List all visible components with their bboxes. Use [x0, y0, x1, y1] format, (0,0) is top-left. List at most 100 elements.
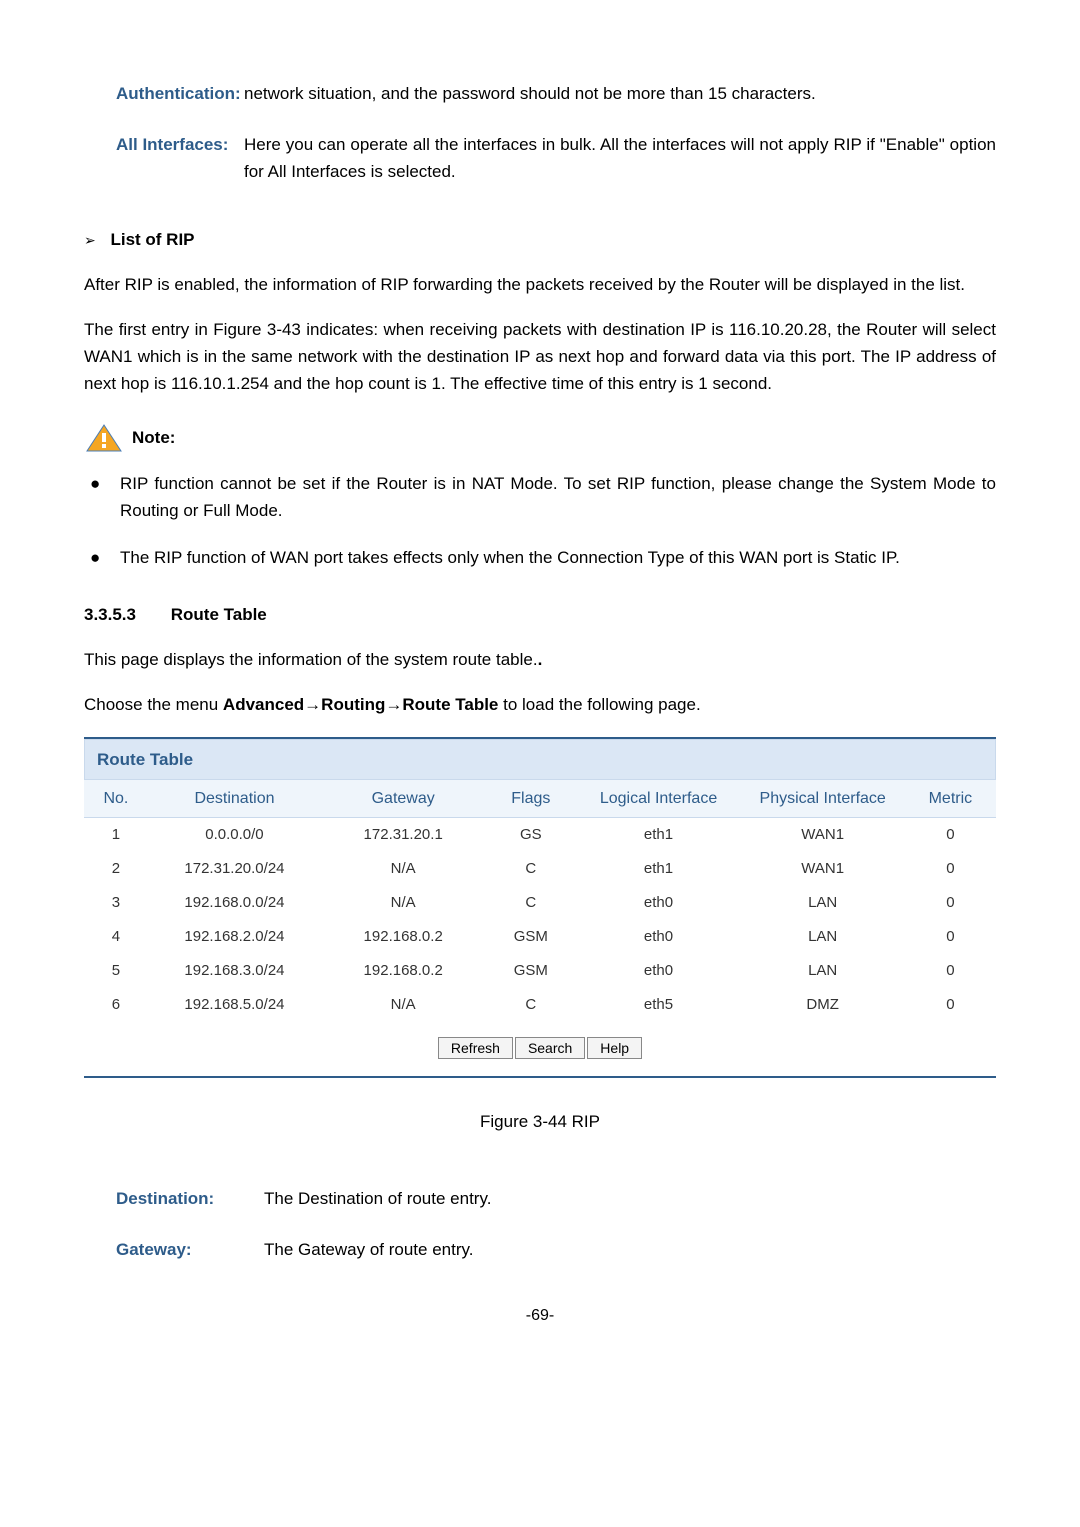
table-cell: GS — [485, 818, 576, 853]
def-auth-label: Authentication: — [84, 80, 244, 107]
def-gw-text: The Gateway of route entry. — [264, 1236, 996, 1263]
table-cell: 4 — [84, 920, 148, 954]
table-cell: eth0 — [576, 920, 740, 954]
table-cell: 0 — [905, 954, 996, 988]
table-cell: 3 — [84, 886, 148, 920]
table-cell: LAN — [741, 920, 905, 954]
table-cell: 6 — [84, 988, 148, 1022]
table-cell: C — [485, 886, 576, 920]
table-header-cell: Physical Interface — [741, 779, 905, 818]
table-cell: 192.168.0.0/24 — [148, 886, 321, 920]
table-cell: 0 — [905, 886, 996, 920]
table-header-cell: Flags — [485, 779, 576, 818]
help-button[interactable]: Help — [587, 1037, 642, 1059]
table-cell: 5 — [84, 954, 148, 988]
section-list-rip: ➢ List of RIP — [84, 226, 996, 253]
table-row: 5192.168.3.0/24192.168.0.2GSMeth0LAN0 — [84, 954, 996, 988]
para-route-menu: Choose the menu Advanced→Routing→Route T… — [84, 691, 996, 718]
table-cell: 192.168.3.0/24 — [148, 954, 321, 988]
route-table: No.DestinationGatewayFlagsLogical Interf… — [84, 779, 996, 1023]
table-cell: eth1 — [576, 852, 740, 886]
def-all-interfaces: All Interfaces: Here you can operate all… — [84, 131, 996, 185]
table-header-cell: No. — [84, 779, 148, 818]
table-cell: C — [485, 852, 576, 886]
route-table-buttons: RefreshSearchHelp — [84, 1022, 996, 1077]
note-label: Note: — [132, 424, 175, 451]
para4-bold: Advanced→Routing→Route Table — [223, 695, 498, 714]
para4-post: to load the following page. — [498, 695, 700, 714]
table-cell: 0.0.0.0/0 — [148, 818, 321, 853]
table-cell: 172.31.20.1 — [321, 818, 485, 853]
bullet-icon: ● — [84, 544, 120, 571]
refresh-button[interactable]: Refresh — [438, 1037, 513, 1059]
def-dest-label: Destination: — [84, 1185, 264, 1212]
figure-caption: Figure 3-44 RIP — [84, 1108, 996, 1135]
table-cell: 192.168.2.0/24 — [148, 920, 321, 954]
table-cell: LAN — [741, 954, 905, 988]
route-table-panel: Route Table No.DestinationGatewayFlagsLo… — [84, 737, 996, 1078]
route-table-body: 10.0.0.0/0172.31.20.1GSeth1WAN102172.31.… — [84, 818, 996, 1023]
table-cell: N/A — [321, 886, 485, 920]
heading-route-table: 3.3.5.3 Route Table — [84, 601, 996, 628]
note-text: RIP function cannot be set if the Router… — [120, 470, 996, 524]
search-button[interactable]: Search — [515, 1037, 585, 1059]
def-allif-label: All Interfaces: — [84, 131, 244, 185]
heading-num: 3.3.5.3 — [84, 605, 136, 624]
table-header-cell: Metric — [905, 779, 996, 818]
list-rip-title: List of RIP — [110, 230, 194, 249]
def-destination: Destination: The Destination of route en… — [84, 1185, 996, 1212]
note-item: ●The RIP function of WAN port takes effe… — [84, 544, 996, 571]
page-number: -69- — [84, 1303, 996, 1329]
table-cell: WAN1 — [741, 818, 905, 853]
table-cell: GSM — [485, 954, 576, 988]
para-rip-example: The first entry in Figure 3-43 indicates… — [84, 316, 996, 398]
bullet-icon: ● — [84, 470, 120, 524]
table-cell: DMZ — [741, 988, 905, 1022]
note-header: Note: — [84, 422, 996, 454]
table-row: 4192.168.2.0/24192.168.0.2GSMeth0LAN0 — [84, 920, 996, 954]
table-row: 3192.168.0.0/24N/ACeth0LAN0 — [84, 886, 996, 920]
table-cell: 1 — [84, 818, 148, 853]
route-table-header-row: No.DestinationGatewayFlagsLogical Interf… — [84, 779, 996, 818]
table-row: 10.0.0.0/0172.31.20.1GSeth1WAN10 — [84, 818, 996, 853]
para-route-intro: This page displays the information of th… — [84, 646, 996, 673]
def-gateway: Gateway: The Gateway of route entry. — [84, 1236, 996, 1263]
table-cell: 0 — [905, 920, 996, 954]
heading-title: Route Table — [171, 605, 267, 624]
table-cell: 0 — [905, 988, 996, 1022]
table-cell: eth0 — [576, 954, 740, 988]
table-cell: eth5 — [576, 988, 740, 1022]
def-allif-text: Here you can operate all the interfaces … — [244, 131, 996, 185]
table-cell: 2 — [84, 852, 148, 886]
table-cell: 192.168.0.2 — [321, 920, 485, 954]
def-auth-text: network situation, and the password shou… — [244, 80, 996, 107]
table-cell: N/A — [321, 988, 485, 1022]
def-authentication: Authentication: network situation, and t… — [84, 80, 996, 107]
para-route-intro-text: This page displays the information of th… — [84, 650, 538, 669]
note-list: ●RIP function cannot be set if the Route… — [84, 470, 996, 572]
table-cell: eth1 — [576, 818, 740, 853]
note-item: ●RIP function cannot be set if the Route… — [84, 470, 996, 524]
route-table-title: Route Table — [84, 739, 996, 779]
table-row: 6192.168.5.0/24N/ACeth5DMZ0 — [84, 988, 996, 1022]
table-cell: eth0 — [576, 886, 740, 920]
table-cell: LAN — [741, 886, 905, 920]
table-header-cell: Gateway — [321, 779, 485, 818]
note-text: The RIP function of WAN port takes effec… — [120, 544, 996, 571]
para4-pre: Choose the menu — [84, 695, 223, 714]
table-cell: 192.168.5.0/24 — [148, 988, 321, 1022]
warning-icon — [84, 422, 124, 454]
table-row: 2172.31.20.0/24N/ACeth1WAN10 — [84, 852, 996, 886]
table-cell: GSM — [485, 920, 576, 954]
def-dest-text: The Destination of route entry. — [264, 1185, 996, 1212]
table-cell: C — [485, 988, 576, 1022]
table-header-cell: Logical Interface — [576, 779, 740, 818]
table-cell: N/A — [321, 852, 485, 886]
arrow-icon: ➢ — [84, 232, 96, 248]
para-rip-intro: After RIP is enabled, the information of… — [84, 271, 996, 298]
table-cell: WAN1 — [741, 852, 905, 886]
def-gw-label: Gateway: — [84, 1236, 264, 1263]
table-cell: 0 — [905, 852, 996, 886]
table-cell: 172.31.20.0/24 — [148, 852, 321, 886]
table-cell: 0 — [905, 818, 996, 853]
